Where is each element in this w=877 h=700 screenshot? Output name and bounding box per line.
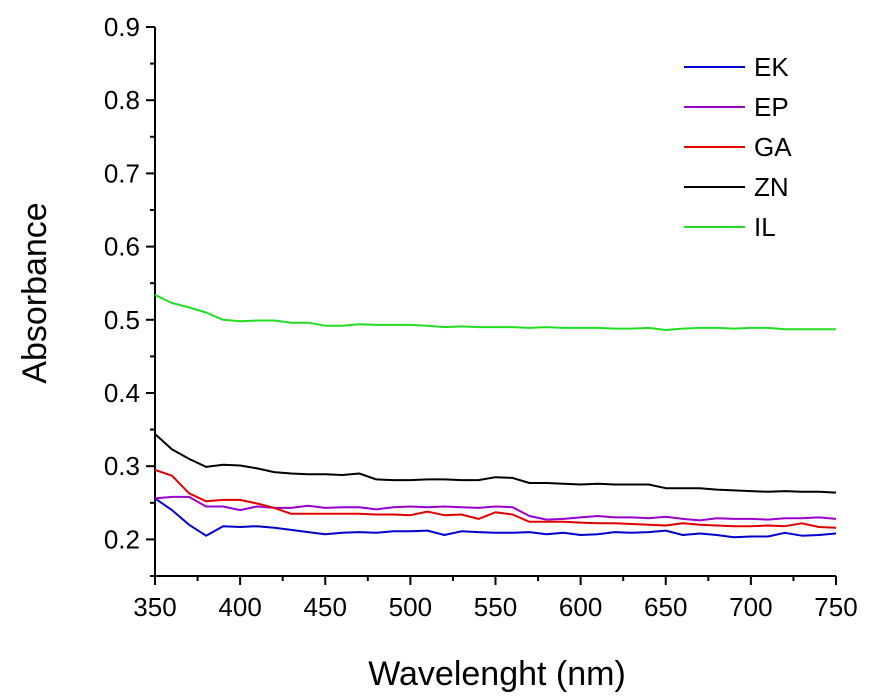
x-tick-label: 350 (133, 592, 176, 622)
y-tick-label: 0.9 (104, 12, 140, 42)
series-line-ga (154, 468, 837, 529)
y-tick-label: 0.3 (104, 451, 140, 481)
series-line-ek (154, 497, 837, 539)
x-tick-label: 550 (474, 592, 517, 622)
legend-label-ep: EP (754, 92, 789, 122)
y-tick-label: 0.5 (104, 305, 140, 335)
x-tick-label: 500 (389, 592, 432, 622)
y-axis-title: Absorbance (16, 202, 54, 383)
series-line-zn (154, 433, 837, 494)
x-tick-label: 700 (729, 592, 772, 622)
plot-series (154, 293, 837, 539)
x-tick-label: 600 (559, 592, 602, 622)
x-tick-label: 750 (814, 592, 857, 622)
y-tick-label: 0.8 (104, 85, 140, 115)
series-line-ep (154, 495, 837, 522)
legend-label-ga: GA (754, 132, 792, 162)
y-tick-label: 0.6 (104, 232, 140, 262)
y-tick-label: 0.7 (104, 158, 140, 188)
x-tick-label: 650 (644, 592, 687, 622)
x-axis-title: Wavelenght (nm) (368, 655, 626, 693)
series-line-il (154, 293, 836, 331)
legend-label-ek: EK (754, 52, 789, 82)
legend-label-zn: ZN (754, 172, 789, 202)
legend-label-il: IL (754, 212, 776, 242)
chart-legend: EK EP GA ZN IL (684, 52, 792, 242)
y-tick-label: 0.2 (104, 524, 140, 554)
x-tick-label: 450 (304, 592, 347, 622)
plot-axes: 350 400 450 500 550 600 650 700 750 0.2 0.3 0.4 0.5 0… (104, 12, 858, 622)
x-tick-label: 400 (218, 592, 261, 622)
y-tick-label: 0.4 (104, 378, 140, 408)
